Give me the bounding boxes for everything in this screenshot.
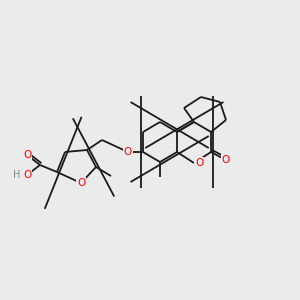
Text: O: O xyxy=(77,178,85,188)
Text: H: H xyxy=(13,170,21,180)
Text: O: O xyxy=(222,155,230,165)
Text: O: O xyxy=(124,147,132,157)
Text: O: O xyxy=(23,150,31,160)
Text: O: O xyxy=(195,158,203,168)
Text: O: O xyxy=(23,170,31,180)
